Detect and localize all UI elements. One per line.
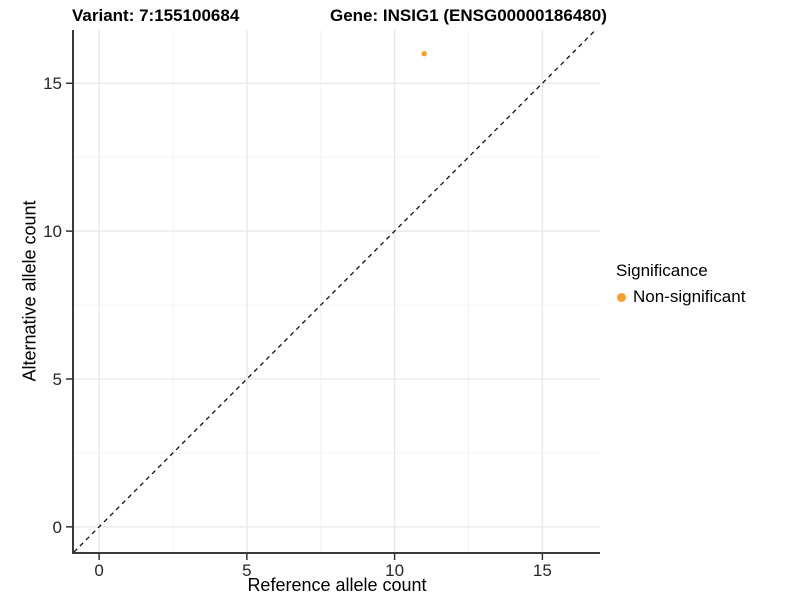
plot-title-variant: Variant: 7:155100684: [72, 6, 240, 25]
data-point: [421, 50, 427, 57]
legend-marker-circle-icon: [617, 292, 626, 302]
legend-item-label: Non-significant: [633, 287, 746, 306]
legend: Significance Non-significant: [614, 261, 745, 307]
x-tick-label: 5: [242, 561, 251, 580]
x-tick-label: 10: [385, 561, 404, 580]
y-tick-label: 5: [53, 370, 62, 389]
legend-item: Non-significant: [614, 287, 745, 307]
y-tick-label: 10: [43, 222, 62, 241]
plot-title-gene: Gene: INSIG1 (ENSG00000186480): [330, 6, 607, 25]
y-tick-label: 15: [43, 74, 62, 93]
x-axis-title: Reference allele count: [247, 575, 427, 595]
y-axis-title: Alternative allele count: [19, 200, 40, 382]
x-tick-label: 0: [94, 561, 103, 580]
identity-reference-line: [73, 29, 597, 553]
plot-panel: 0 5 10 15 0 5 10 15: [43, 29, 600, 580]
y-tick-label: 0: [53, 518, 62, 537]
x-tick-label: 15: [533, 561, 552, 580]
legend-title: Significance: [616, 261, 708, 280]
